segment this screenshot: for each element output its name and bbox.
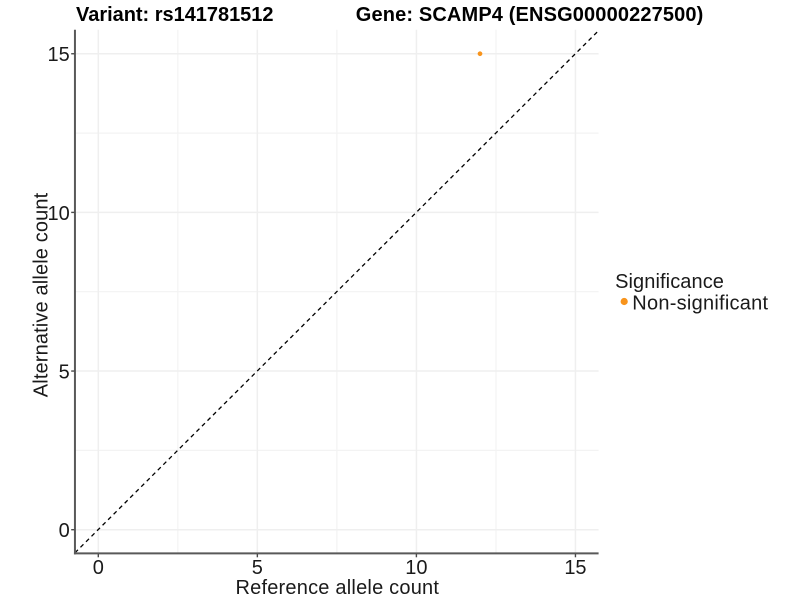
svg-text:15: 15 [564,557,586,579]
svg-text:0: 0 [93,557,104,579]
svg-text:Variant: rs141781512: Variant: rs141781512 [76,4,274,26]
svg-text:Gene: SCAMP4 (ENSG00000227500): Gene: SCAMP4 (ENSG00000227500) [356,4,704,26]
svg-text:Reference allele count: Reference allele count [235,577,439,599]
svg-text:Alternative allele count: Alternative allele count [30,192,52,397]
svg-text:0: 0 [59,520,70,542]
svg-text:Significance: Significance [615,271,724,293]
svg-text:5: 5 [59,361,70,383]
svg-text:5: 5 [252,557,263,579]
svg-text:10: 10 [48,203,70,225]
svg-text:10: 10 [405,557,427,579]
svg-text:Non-significant: Non-significant [632,293,768,315]
svg-text:15: 15 [48,44,70,66]
